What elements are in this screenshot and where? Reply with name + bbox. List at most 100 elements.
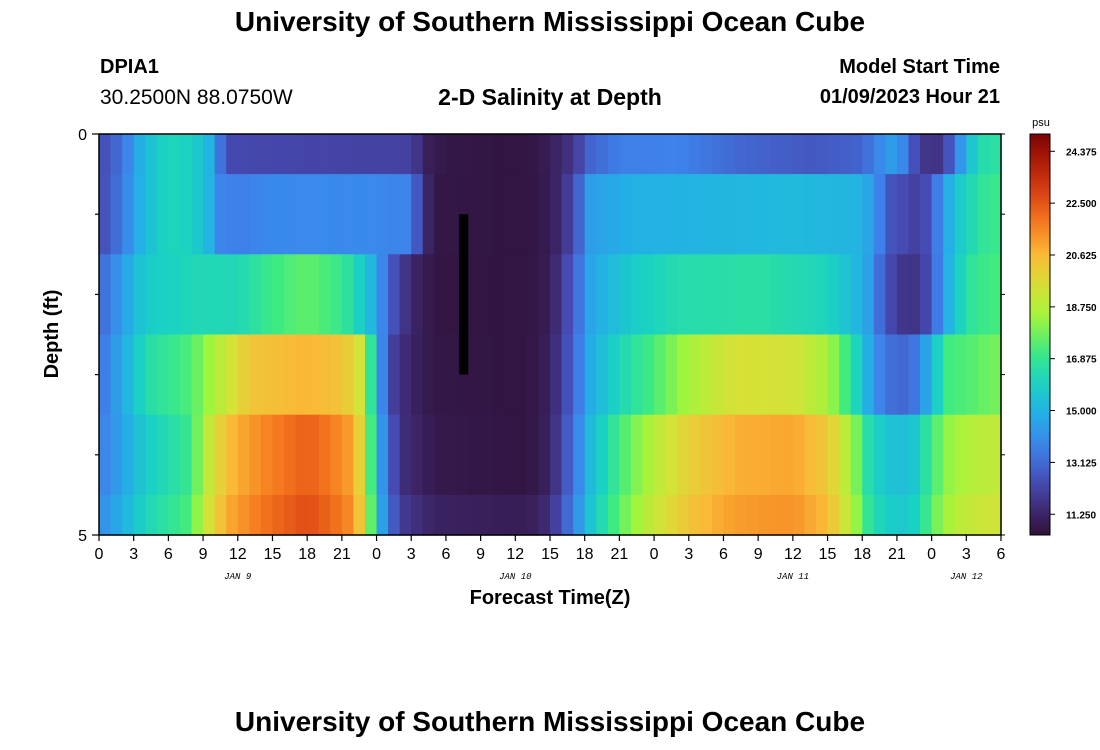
heatmap-cell [908,134,921,175]
colorbar-tick-label: 15.000 [1066,407,1097,418]
heatmap-cell [318,494,331,536]
heatmap-cell [827,134,840,175]
heatmap-cell [792,134,806,175]
day-label: JAN 10 [499,572,532,582]
heatmap-cell [746,494,759,536]
heatmap-cell [700,134,713,175]
heatmap-cell [526,414,540,496]
heatmap-cell [700,494,713,536]
heatmap-cell [815,414,829,496]
heatmap-cell [885,254,898,336]
heatmap-cell [931,254,944,336]
heatmap-cell [480,334,493,416]
heatmap-cell [584,334,597,416]
x-tick-label: 0 [650,546,659,563]
heatmap-cell [977,494,991,536]
heatmap-cell [179,174,193,255]
colorbar-tick-label: 24.375 [1066,147,1097,158]
heatmap-cell [411,134,424,175]
heatmap-cell [550,334,563,416]
heatmap-cell [237,414,250,496]
heatmap-cell [920,134,933,175]
heatmap-cell [688,254,701,336]
heatmap-cell [469,494,482,536]
heatmap-cell [538,134,551,175]
heatmap-cell [538,414,551,496]
model-start-value: 01/09/2023 Hour 21 [819,86,1000,108]
heatmap-cell [908,254,921,336]
heatmap-cell [237,334,250,416]
x-tick-label: 9 [754,546,763,563]
heatmap-cell [411,334,424,416]
x-tick-label: 3 [129,546,138,563]
heatmap-cell [596,414,609,496]
heatmap-cell [550,494,563,536]
heatmap-cell [931,334,944,416]
colorbar-tick-label: 11.250 [1066,510,1096,521]
heatmap-cell [688,174,701,255]
heatmap-cell [330,334,343,416]
heatmap-cell [815,334,829,416]
heatmap-cell [341,494,355,536]
heatmap-cell [850,134,863,175]
heatmap-cell [920,174,933,255]
heatmap-cell [711,334,725,416]
heatmap-cell [330,494,343,536]
heatmap-cell [896,174,910,255]
heatmap-cell [133,414,146,496]
heatmap-cell [619,174,632,255]
heatmap-cell [630,134,644,175]
heatmap-cell [584,494,597,536]
heatmap-cell [526,134,540,175]
heatmap-cell [145,134,158,175]
heatmap-cell [122,494,135,536]
heatmap-cell [630,174,644,255]
heatmap-cell [445,134,459,175]
heatmap-cell [341,334,355,416]
heatmap-cell [307,334,320,416]
heatmap-cell [665,414,678,496]
heatmap-cell [330,254,343,336]
heatmap-cell [723,174,736,255]
heatmap-cell [272,334,285,416]
heatmap-cell [399,254,412,336]
heatmap-cell [989,414,1002,496]
heatmap-cell [700,334,713,416]
heatmap-cell [434,494,447,536]
heatmap-cell [260,174,274,255]
heatmap-cell [330,174,343,255]
day-label: JAN 12 [950,572,983,582]
heatmap-cell [249,334,262,416]
heatmap-cell [226,254,239,336]
heatmap-cell [445,334,459,416]
heatmap-cell [677,174,690,255]
heatmap-cell [896,134,910,175]
heatmap-cell [885,174,898,255]
heatmap-cell [723,134,736,175]
heatmap-cell [665,494,678,536]
heatmap-cell [503,334,516,416]
heatmap-cell [862,134,875,175]
heatmap-cell [746,134,759,175]
heatmap-cell [746,174,759,255]
heatmap-cell [99,334,112,416]
heatmap-cell [341,254,355,336]
x-tick-label: 21 [333,546,351,563]
heatmap-cell [815,134,829,175]
heatmap-cell [515,414,528,496]
heatmap-cell [434,174,447,255]
heatmap-cell [630,254,644,336]
heatmap-cell [735,334,748,416]
heatmap-cell [110,134,123,175]
x-tick-label: 6 [719,546,728,563]
heatmap-cell [341,134,355,175]
x-tick-label: 18 [298,546,316,563]
heatmap-cell [654,254,667,336]
heatmap-cell [214,334,227,416]
heatmap-cell [295,414,308,496]
heatmap-cell [700,174,713,255]
heatmap-cell [920,254,933,336]
heatmap-cell [272,414,285,496]
heatmap-cell [896,494,910,536]
